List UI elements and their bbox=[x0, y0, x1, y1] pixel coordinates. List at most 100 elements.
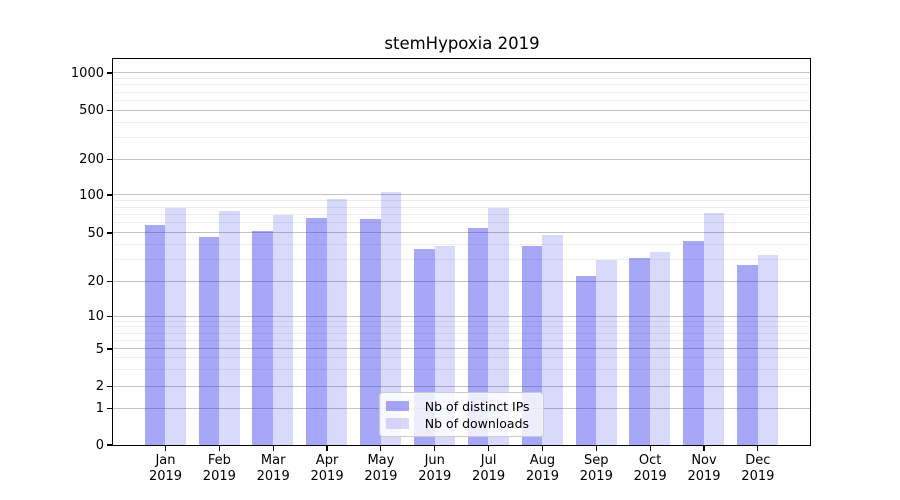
x-tick-label-jun-2019: Jun 2019 bbox=[418, 452, 452, 485]
x-tick-mark-nov bbox=[703, 446, 705, 452]
bar-distinct-ips-feb bbox=[198, 237, 220, 445]
gridline-minor-800 bbox=[113, 84, 811, 86]
bar-downloads-mar bbox=[272, 215, 294, 445]
x-tick-label-feb-2019: Feb 2019 bbox=[202, 452, 236, 485]
gridline-minor-7 bbox=[113, 332, 811, 334]
y-tick-label-2: 2 bbox=[95, 379, 104, 394]
gridline-minor-40 bbox=[113, 244, 811, 246]
gridline-minor-70 bbox=[113, 213, 811, 215]
bar-downloads-aug bbox=[542, 234, 563, 445]
x-tick-label-may-2019: May 2019 bbox=[364, 452, 398, 485]
x-tick-label-aug-2019: Aug 2019 bbox=[525, 452, 559, 485]
bar-distinct-ips-jul bbox=[467, 227, 489, 445]
y-tick-label-1: 1 bbox=[95, 401, 104, 416]
x-tick-label-sep-2019: Sep 2019 bbox=[579, 452, 613, 485]
y-tick-label-500: 500 bbox=[79, 103, 104, 118]
bar-downloads-jan bbox=[165, 208, 186, 445]
bar-downloads-nov bbox=[703, 212, 725, 445]
legend-swatch-distinct-ips bbox=[385, 400, 409, 412]
gridline-major-50 bbox=[113, 232, 811, 234]
legend-label-distinct-ips: Nb of distinct IPs bbox=[424, 398, 530, 414]
gridline-major-1000 bbox=[113, 72, 811, 74]
x-tick-mark-may bbox=[380, 446, 382, 452]
gridline-minor-900 bbox=[113, 77, 811, 79]
legend: Nb of distinct IPs Nb of downloads bbox=[378, 392, 544, 438]
x-tick-mark-aug bbox=[541, 446, 544, 452]
gridline-minor-80 bbox=[113, 206, 811, 208]
gridline-major-5 bbox=[113, 348, 811, 350]
gridline-minor-6 bbox=[113, 339, 811, 341]
bar-distinct-ips-apr bbox=[306, 218, 327, 445]
gridline-major-20 bbox=[113, 280, 811, 282]
y-tick-mark-100 bbox=[106, 194, 113, 196]
x-tick-label-apr-2019: Apr 2019 bbox=[310, 452, 344, 485]
bar-downloads-oct bbox=[649, 251, 671, 445]
x-tick-mark-mar bbox=[272, 446, 274, 452]
y-tick-label-200: 200 bbox=[79, 152, 104, 167]
bar-distinct-ips-jan bbox=[144, 224, 166, 445]
bar-distinct-ips-nov bbox=[683, 240, 704, 445]
x-tick-mark-dec bbox=[757, 446, 759, 452]
gridline-minor-90 bbox=[113, 200, 811, 202]
gridline-major-10 bbox=[113, 315, 811, 317]
gridline-minor-30 bbox=[113, 259, 811, 261]
gridline-minor-4 bbox=[113, 357, 811, 359]
bar-downloads-feb bbox=[219, 211, 240, 445]
x-tick-label-oct-2019: Oct 2019 bbox=[633, 452, 667, 485]
y-tick-mark-10 bbox=[106, 315, 113, 318]
y-tick-mark-20 bbox=[106, 280, 113, 283]
gridline-minor-3 bbox=[113, 369, 811, 371]
y-tick-mark-5 bbox=[106, 348, 113, 350]
y-tick-mark-1000 bbox=[106, 72, 113, 74]
y-tick-label-20: 20 bbox=[87, 274, 104, 289]
x-tick-mark-jun bbox=[434, 446, 436, 452]
gridline-minor-300 bbox=[113, 137, 811, 139]
x-tick-mark-jan bbox=[164, 446, 167, 452]
plot-area: Nb of distinct IPs Nb of downloads bbox=[112, 58, 812, 447]
bar-distinct-ips-sep bbox=[575, 276, 597, 445]
x-tick-label-jan-2019: Jan 2019 bbox=[148, 452, 183, 485]
bar-distinct-ips-oct bbox=[629, 258, 650, 445]
y-tick-label-0: 0 bbox=[95, 437, 104, 453]
x-tick-mark-apr bbox=[326, 446, 328, 452]
gridline-minor-60 bbox=[113, 222, 811, 224]
x-tick-label-jul-2019: Jul 2019 bbox=[472, 452, 506, 485]
bar-downloads-may bbox=[380, 191, 402, 445]
bars-layer bbox=[113, 59, 810, 445]
gridline-major-100 bbox=[113, 194, 811, 196]
x-tick-label-mar-2019: Mar 2019 bbox=[256, 452, 290, 485]
y-tick-mark-0 bbox=[106, 444, 113, 446]
y-tick-mark-500 bbox=[106, 109, 113, 112]
bar-downloads-apr bbox=[326, 199, 348, 445]
bar-downloads-dec bbox=[757, 254, 779, 445]
bar-downloads-jul bbox=[488, 207, 509, 445]
gridline-minor-8 bbox=[113, 326, 811, 328]
chart-title: stemHypoxia 2019 bbox=[384, 34, 540, 53]
legend-row-distinct-ips: Nb of distinct IPs bbox=[385, 398, 535, 415]
bar-distinct-ips-may bbox=[360, 219, 381, 445]
x-tick-mark-oct bbox=[649, 446, 651, 452]
x-tick-mark-feb bbox=[218, 446, 220, 452]
gridline-major-500 bbox=[113, 109, 811, 111]
y-tick-mark-1 bbox=[106, 407, 113, 410]
legend-label-downloads: Nb of downloads bbox=[424, 416, 530, 432]
y-tick-label-50: 50 bbox=[87, 225, 104, 241]
bar-distinct-ips-mar bbox=[252, 230, 273, 445]
y-tick-label-1000: 1000 bbox=[70, 65, 104, 81]
y-tick-mark-200 bbox=[106, 158, 113, 161]
gridline-minor-9 bbox=[113, 320, 811, 322]
gridline-minor-400 bbox=[113, 121, 811, 123]
x-tick-mark-jul bbox=[488, 446, 490, 452]
y-tick-label-5: 5 bbox=[95, 341, 104, 357]
x-tick-mark-sep bbox=[595, 446, 597, 452]
legend-swatch-downloads bbox=[385, 418, 409, 429]
x-tick-label-nov-2019: Nov 2019 bbox=[687, 452, 721, 485]
gridline-major-200 bbox=[113, 158, 811, 160]
gridline-major-2 bbox=[113, 385, 811, 387]
y-tick-label-10: 10 bbox=[87, 309, 104, 324]
gridline-minor-700 bbox=[113, 91, 811, 93]
y-tick-label-100: 100 bbox=[79, 187, 104, 203]
x-tick-label-dec-2019: Dec 2019 bbox=[741, 452, 775, 485]
legend-row-downloads: Nb of downloads bbox=[385, 415, 535, 432]
